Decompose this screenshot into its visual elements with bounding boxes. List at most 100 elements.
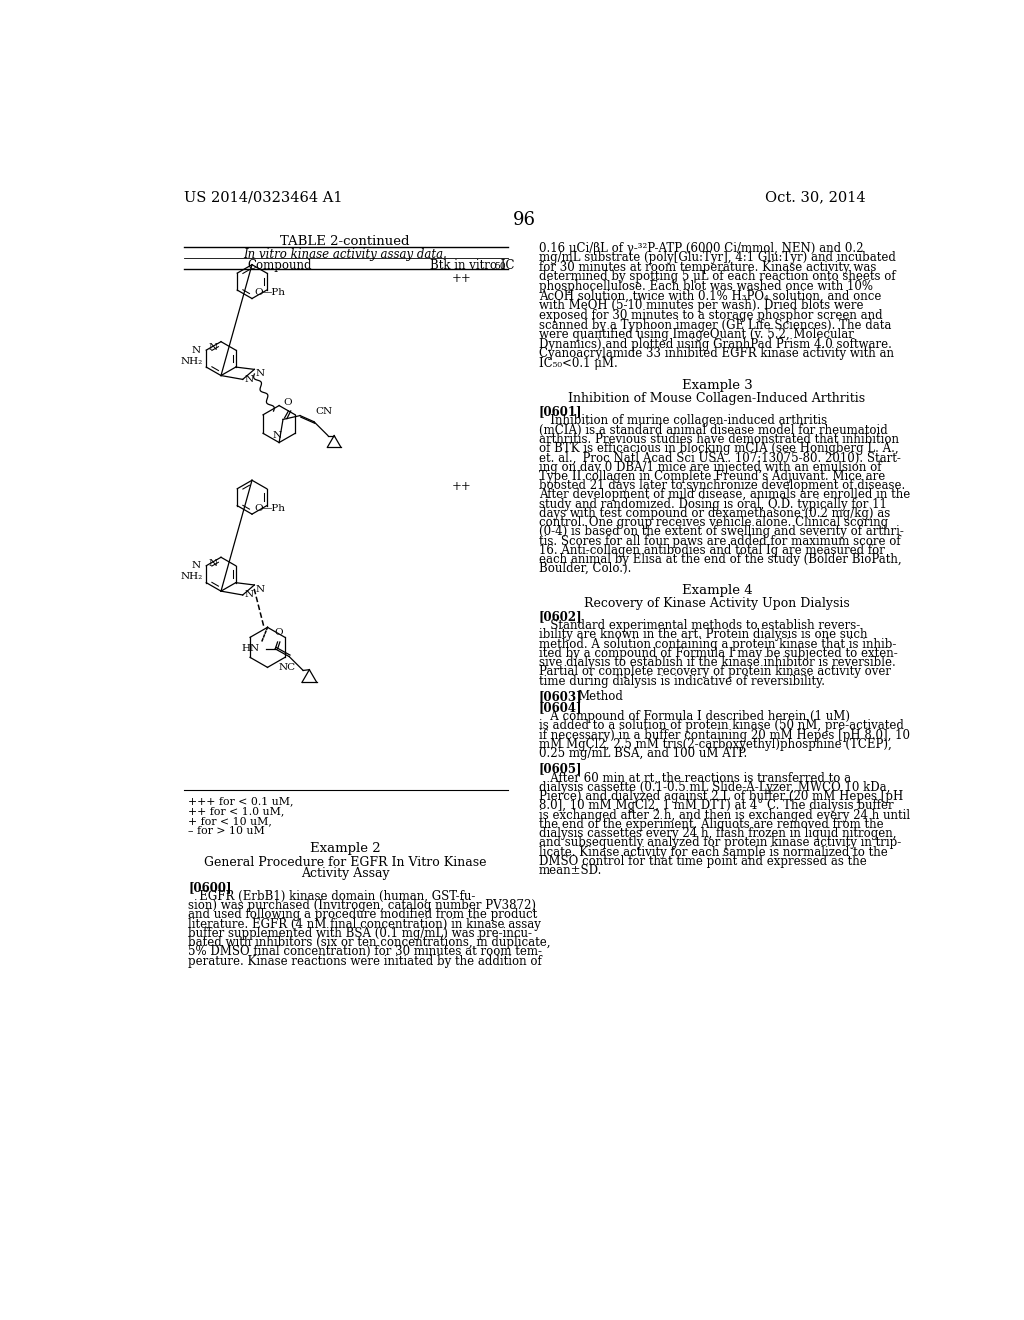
Text: Oct. 30, 2014: Oct. 30, 2014 [765, 190, 866, 205]
Text: 5% DMSO final concentration) for 30 minutes at room tem-: 5% DMSO final concentration) for 30 minu… [188, 945, 543, 958]
Text: N: N [191, 561, 201, 570]
Text: Cyanoacrylamide 33 inhibited EGFR kinase activity with an: Cyanoacrylamide 33 inhibited EGFR kinase… [539, 347, 894, 360]
Text: N: N [256, 370, 265, 379]
Text: Type II collagen in Complete Freund’s Adjuvant. Mice are: Type II collagen in Complete Freund’s Ad… [539, 470, 885, 483]
Text: buffer supplemented with BSA (0.1 mg/mL) was pre-incu-: buffer supplemented with BSA (0.1 mg/mL)… [188, 927, 532, 940]
Text: bated with inhibitors (six or ten concentrations, in duplicate,: bated with inhibitors (six or ten concen… [188, 936, 551, 949]
Text: N: N [191, 346, 201, 355]
Text: et. al.,  Proc Natl Acad Sci USA . 107:13075-80. 2010). Start-: et. al., Proc Natl Acad Sci USA . 107:13… [539, 451, 901, 465]
Text: were quantified using ImageQuant (v. 5.2, Molecular: were quantified using ImageQuant (v. 5.2… [539, 329, 854, 341]
Text: O: O [284, 399, 292, 407]
Text: 8.0], 10 mM MgCl2, 1 mM DTT) at 4° C. The dialysis buffer: 8.0], 10 mM MgCl2, 1 mM DTT) at 4° C. Th… [539, 800, 893, 812]
Text: mean±SD.: mean±SD. [539, 865, 602, 876]
Text: A compound of Formula I described herein (1 uM): A compound of Formula I described herein… [539, 710, 850, 723]
Text: CN: CN [315, 407, 333, 416]
Text: days with test compound or dexamethasone (0.2 mg/kg) as: days with test compound or dexamethasone… [539, 507, 890, 520]
Text: Boulder, Colo.).: Boulder, Colo.). [539, 562, 631, 576]
Text: Compound: Compound [247, 259, 311, 272]
Text: the end of the experiment. Aliquots are removed from the: the end of the experiment. Aliquots are … [539, 818, 884, 830]
Text: (0-4) is based on the extent of swelling and severity of arthri-: (0-4) is based on the extent of swelling… [539, 525, 903, 539]
Text: After development of mild disease, animals are enrolled in the: After development of mild disease, anima… [539, 488, 910, 502]
Text: exposed for 30 minutes to a storage phosphor screen and: exposed for 30 minutes to a storage phos… [539, 309, 883, 322]
Text: Example 3: Example 3 [682, 379, 753, 392]
Text: 50: 50 [494, 261, 506, 271]
Text: O: O [254, 288, 263, 297]
Text: N: N [272, 432, 282, 441]
Text: General Procedure for EGFR In Vitro Kinase: General Procedure for EGFR In Vitro Kina… [204, 855, 486, 869]
Text: +++ for < 0.1 uM,: +++ for < 0.1 uM, [188, 796, 294, 807]
Text: mg/mL substrate (poly[Glu:Tyr], 4:1 Glu:Tyr) and incubated: mg/mL substrate (poly[Glu:Tyr], 4:1 Glu:… [539, 251, 896, 264]
Text: + for < 10 uM,: + for < 10 uM, [188, 816, 272, 826]
Text: [0603]: [0603] [539, 690, 583, 704]
Text: dialysis cassette (0.1-0.5 mL Slide-A-Lyzer, MWCO 10 kDa,: dialysis cassette (0.1-0.5 mL Slide-A-Ly… [539, 781, 890, 793]
Text: N: N [209, 343, 218, 352]
Text: control. One group receives vehicle alone. Clinical scoring: control. One group receives vehicle alon… [539, 516, 888, 529]
Text: —Ph: —Ph [261, 288, 286, 297]
Text: perature. Kinase reactions were initiated by the addition of: perature. Kinase reactions were initiate… [188, 954, 542, 968]
Text: NC: NC [279, 663, 296, 672]
Text: Inhibition of Mouse Collagen-Induced Arthritis: Inhibition of Mouse Collagen-Induced Art… [568, 392, 865, 405]
Text: DMSO control for that time point and expressed as the: DMSO control for that time point and exp… [539, 855, 866, 867]
Text: In vitro kinase activity assay data.: In vitro kinase activity assay data. [243, 248, 446, 261]
Text: with MeOH (5-10 minutes per wash). Dried blots were: with MeOH (5-10 minutes per wash). Dried… [539, 300, 863, 313]
Text: O: O [254, 504, 263, 512]
Text: [0605]: [0605] [539, 763, 583, 775]
Text: NH₂: NH₂ [180, 356, 203, 366]
Text: ++: ++ [452, 480, 471, 494]
Text: ++ for < 1.0 uM,: ++ for < 1.0 uM, [188, 807, 285, 816]
Text: time during dialysis is indicative of reversibility.: time during dialysis is indicative of re… [539, 675, 824, 688]
Text: arthritis. Previous studies have demonstrated that inhibition: arthritis. Previous studies have demonst… [539, 433, 899, 446]
Text: ited by a compound of Formula I may be subjected to exten-: ited by a compound of Formula I may be s… [539, 647, 897, 660]
Text: N: N [245, 375, 253, 384]
Text: and subsequently analyzed for protein kinase activity in trip-: and subsequently analyzed for protein ki… [539, 837, 901, 849]
Text: (mCIA) is a standard animal disease model for rheumatoid: (mCIA) is a standard animal disease mode… [539, 424, 888, 437]
Text: study and randomized. Dosing is oral, Q.D. typically for 11: study and randomized. Dosing is oral, Q.… [539, 498, 887, 511]
Text: Btk in vitro IC: Btk in vitro IC [430, 259, 515, 272]
Text: Pierce) and dialyzed against 2 L of buffer (20 mM Hepes [pH: Pierce) and dialyzed against 2 L of buff… [539, 791, 903, 803]
Text: After 60 min at rt, the reactions is transferred to a: After 60 min at rt, the reactions is tra… [539, 772, 851, 784]
Text: O: O [274, 628, 284, 638]
Text: [0604]: [0604] [539, 701, 583, 714]
Text: sion) was purchased (Invitrogen, catalog number PV3872): sion) was purchased (Invitrogen, catalog… [188, 899, 537, 912]
Text: US 2014/0323464 A1: US 2014/0323464 A1 [183, 190, 342, 205]
Text: [0601]: [0601] [539, 405, 583, 418]
Text: literature. EGFR (4 nM final concentration) in kinase assay: literature. EGFR (4 nM final concentrati… [188, 917, 542, 931]
Text: N: N [209, 558, 218, 568]
Text: boosted 21 days later to synchronize development of disease.: boosted 21 days later to synchronize dev… [539, 479, 905, 492]
Text: determined by spotting 5 μL of each reaction onto sheets of: determined by spotting 5 μL of each reac… [539, 271, 895, 284]
Text: ibility are known in the art. Protein dialysis is one such: ibility are known in the art. Protein di… [539, 628, 867, 642]
Text: Partial or complete recovery of protein kinase activity over: Partial or complete recovery of protein … [539, 665, 891, 678]
Text: Method: Method [578, 690, 624, 704]
Text: dialysis cassettes every 24 h, flash frozen in liquid nitrogen,: dialysis cassettes every 24 h, flash fro… [539, 828, 896, 840]
Text: 0.16 μCi/βL of γ-³²P-ATP (6000 Ci/mmol, NEN) and 0.2: 0.16 μCi/βL of γ-³²P-ATP (6000 Ci/mmol, … [539, 242, 863, 255]
Text: 16. Anti-collagen antibodies and total Ig are measured for: 16. Anti-collagen antibodies and total I… [539, 544, 885, 557]
Text: Dynamics) and plotted using GraphPad Prism 4.0 software.: Dynamics) and plotted using GraphPad Pri… [539, 338, 892, 351]
Text: N: N [256, 585, 265, 594]
Text: method. A solution containing a protein kinase that is inhib-: method. A solution containing a protein … [539, 638, 896, 651]
Text: Standard experimental methods to establish revers-: Standard experimental methods to establi… [539, 619, 860, 632]
Text: Example 2: Example 2 [309, 842, 380, 855]
Text: of BTK is efficacious in blocking mCIA (see Honigberg L. A.,: of BTK is efficacious in blocking mCIA (… [539, 442, 898, 455]
Text: ++: ++ [452, 272, 471, 285]
Text: is exchanged after 2 h, and then is exchanged every 24 h until: is exchanged after 2 h, and then is exch… [539, 809, 910, 821]
Text: – for > 10 uM: – for > 10 uM [188, 826, 265, 836]
Text: phosphocellulose. Each blot was washed once with 10%: phosphocellulose. Each blot was washed o… [539, 280, 872, 293]
Text: scanned by a Typhoon imager (GE Life Sciences). The data: scanned by a Typhoon imager (GE Life Sci… [539, 318, 891, 331]
Text: Activity Assay: Activity Assay [301, 867, 389, 880]
Text: Example 4: Example 4 [682, 583, 753, 597]
Text: 0.25 mg/mL BSA, and 100 uM ATP.: 0.25 mg/mL BSA, and 100 uM ATP. [539, 747, 746, 760]
Text: IC₅₀<0.1 μM.: IC₅₀<0.1 μM. [539, 358, 617, 370]
Text: each animal by Elisa at the end of the study (Bolder BioPath,: each animal by Elisa at the end of the s… [539, 553, 901, 566]
Text: Inhibition of murine collagen-induced arthritis: Inhibition of murine collagen-induced ar… [539, 414, 826, 428]
Text: EGFR (ErbB1) kinase domain (human, GST-fu-: EGFR (ErbB1) kinase domain (human, GST-f… [188, 890, 476, 903]
Text: ing on day 0 DBA/1 mice are injected with an emulsion of: ing on day 0 DBA/1 mice are injected wit… [539, 461, 882, 474]
Text: Recovery of Kinase Activity Upon Dialysis: Recovery of Kinase Activity Upon Dialysi… [584, 597, 850, 610]
Text: licate. Kinase activity for each sample is normalized to the: licate. Kinase activity for each sample … [539, 846, 888, 858]
Text: N: N [245, 590, 253, 599]
Text: [0602]: [0602] [539, 610, 583, 623]
Text: 96: 96 [513, 211, 537, 228]
Text: [0600]: [0600] [188, 880, 232, 894]
Text: tis. Scores for all four paws are added for maximum score of: tis. Scores for all four paws are added … [539, 535, 900, 548]
Text: TABLE 2-continued: TABLE 2-continued [281, 235, 410, 248]
Text: NH₂: NH₂ [180, 572, 203, 581]
